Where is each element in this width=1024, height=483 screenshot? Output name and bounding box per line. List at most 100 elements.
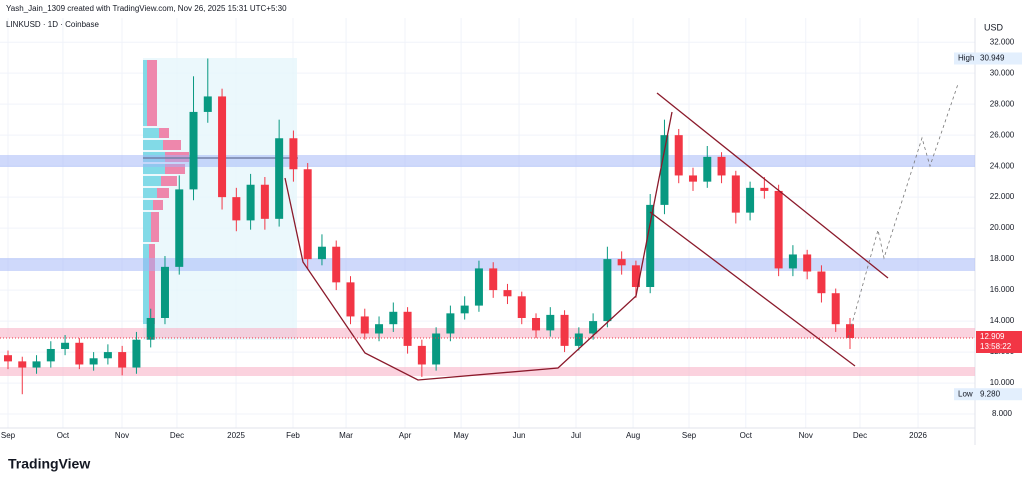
x-tick-label: 2025: [227, 431, 245, 440]
candle-body: [46, 348, 55, 362]
y-tick-label: 20.000: [990, 223, 1015, 232]
x-tick-label: Jul: [571, 431, 581, 440]
low-marker-box: [954, 388, 1022, 401]
attribution: Yash_Jain_1309 created with TradingView.…: [6, 4, 287, 13]
candle-body: [303, 169, 312, 260]
candles: [3, 58, 854, 395]
candle-body: [189, 111, 198, 190]
x-tick-label: 2026: [909, 431, 927, 440]
support-zone: [0, 328, 975, 338]
candle-body: [817, 271, 826, 294]
y-tick-label: 18.000: [990, 254, 1015, 263]
candle-body: [517, 296, 526, 318]
candle-body: [560, 314, 569, 346]
x-tick-label: Feb: [286, 431, 300, 440]
y-tick-label: 26.000: [990, 130, 1015, 139]
candle-body: [417, 345, 426, 365]
candle-body: [275, 138, 284, 219]
candle-body: [746, 187, 755, 213]
drawings: [284, 83, 959, 381]
x-tick-label: Oct: [740, 431, 753, 440]
candle-body: [703, 156, 712, 182]
candle-body: [446, 313, 455, 334]
x-tick-label: Sep: [682, 431, 697, 440]
candle-body: [803, 254, 812, 272]
candle-body: [89, 358, 98, 365]
x-tick-label: Apr: [399, 431, 412, 440]
y-tick-label: 10.000: [990, 378, 1015, 387]
candle-body: [160, 266, 169, 318]
candle-body: [503, 290, 512, 297]
high-label: High: [958, 54, 974, 63]
candle-body: [674, 135, 683, 176]
x-tick-label: Oct: [57, 431, 70, 440]
candle-body: [375, 324, 384, 334]
x-tick-label: Dec: [853, 431, 867, 440]
candle-body: [689, 175, 698, 182]
x-tick-label: Mar: [339, 431, 353, 440]
x-tick-label: Aug: [626, 431, 640, 440]
candle-body: [617, 259, 626, 266]
x-tick-label: Dec: [170, 431, 184, 440]
candle-body: [474, 268, 483, 306]
last-price-box: [976, 330, 1022, 353]
high-marker-box: [954, 52, 1022, 65]
candle-body: [332, 246, 341, 283]
last-price: 12.909: [980, 332, 1005, 341]
candle-body: [346, 282, 355, 317]
resistance-zone: [0, 258, 975, 271]
candle-body: [118, 352, 127, 368]
candle-body: [289, 138, 298, 170]
candle-body: [646, 204, 655, 288]
y-tick-label: 32.000: [990, 37, 1015, 46]
candle-body: [246, 184, 255, 221]
y-tick-label: 16.000: [990, 285, 1015, 294]
candle-body: [32, 361, 41, 368]
candle-body: [731, 175, 740, 213]
candle-body: [360, 316, 369, 334]
y-tick-label: 30.000: [990, 68, 1015, 77]
low-label: Low: [958, 389, 973, 398]
logo: TradingView: [8, 456, 90, 472]
candle-body: [175, 189, 184, 267]
y-tick-label: 28.000: [990, 99, 1015, 108]
candle-body: [260, 184, 269, 219]
candle-body: [3, 355, 12, 362]
candle-body: [489, 268, 498, 291]
candle-body: [788, 254, 797, 269]
candle-body: [574, 333, 583, 346]
candle-body: [589, 321, 598, 334]
support-zone: [0, 367, 975, 376]
candle-body: [532, 317, 541, 331]
candle-body: [460, 305, 469, 314]
countdown: 13:58:22: [980, 342, 1012, 351]
candle-body: [660, 135, 669, 205]
candle-body: [760, 187, 769, 191]
candle-body: [18, 361, 27, 368]
candle-body: [546, 314, 555, 331]
candle-body: [631, 265, 640, 288]
candle-body: [717, 156, 726, 176]
candle-body: [146, 317, 155, 340]
candle-body: [831, 293, 840, 325]
candle-body: [132, 339, 141, 368]
y-tick-label: 22.000: [990, 192, 1015, 201]
y-tick-label: 14.000: [990, 316, 1015, 325]
candle-body: [317, 246, 326, 260]
resistance-zone: [0, 155, 975, 167]
symbol: LINKUSD · 1D · Coinbase: [6, 20, 99, 29]
y-tick-label: 24.000: [990, 161, 1015, 170]
y-tick-label: 8.000: [992, 409, 1013, 418]
candle-body: [75, 342, 84, 365]
candle-body: [432, 333, 441, 365]
x-tick-label: Nov: [115, 431, 129, 440]
candle-body: [774, 190, 783, 269]
low-value: 9.280: [980, 389, 1001, 398]
x-tick-label: Jun: [513, 431, 526, 440]
candle-body: [403, 311, 412, 346]
x-tick-label: May: [454, 431, 469, 440]
candle-body: [603, 259, 612, 322]
candle-body: [389, 311, 398, 325]
candle-body: [218, 96, 227, 198]
